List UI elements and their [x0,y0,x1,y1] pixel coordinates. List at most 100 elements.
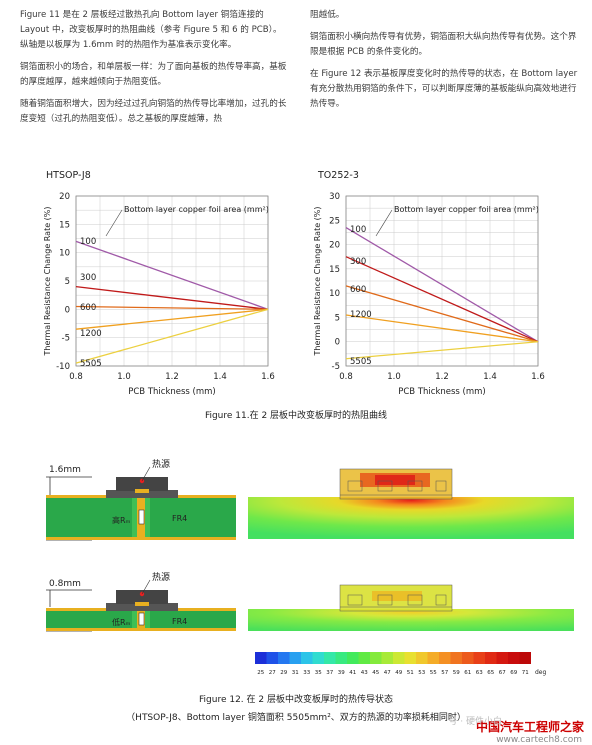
thickness-label-thick: 1.6mm [49,465,81,475]
colorbar-cell [335,652,347,664]
paragraph: 在 Figure 12 表示基板厚度变化时的热传导的状态，在 Bottom la… [310,69,578,109]
colorbar-tick-label: 25 [257,670,264,676]
series-line-5505 [345,341,539,360]
colorbar-cell [439,652,451,664]
colorbar-cell [312,652,324,664]
colorbar-cell [450,652,462,664]
series-label-1200: 1200 [80,329,102,339]
y-tick-label: 15 [329,265,340,275]
paragraph: 铜箔面积小的场合，和单层板一样：为了面向基板的热传导率高，基板的厚度越厚，越来越… [20,62,287,87]
colorbar-tick-label: 27 [269,670,276,676]
colorbar-cell [370,652,382,664]
series-line-100 [345,227,539,343]
series-line-600 [345,285,539,343]
colorbar-cell [519,652,531,664]
colorbar-tick-label: 43 [361,670,368,676]
colorbar-cell [289,652,301,664]
thermal-sim-thin [248,584,574,631]
series-line-1200 [345,314,539,343]
colorbar-cell [301,652,313,664]
figure-11-caption: Figure 11.在 2 层板中改变板厚时的热阻曲线 [204,411,388,421]
paragraph: 随着铜箔面积增大，因为经过过孔向铜箔的热传导比率增加，过孔的长度变短（过孔的热阻… [20,99,287,124]
y-tick-label: 10 [59,249,70,259]
colorbar-tick-label: 47 [384,670,391,676]
y-tick-label: 10 [329,289,340,299]
series-line-100 [75,240,269,310]
board-thin [46,579,236,632]
thermal-diagram: 1.6mm 热源 高Rₘ FR4 0.8mm 热源 低Rₘ FR4 [46,458,574,632]
chart-title-to252: TO252-3 [318,170,359,181]
paragraph: Figure 11 是在 2 层板经过散热孔向 Bottom layer 铜箔连… [20,10,282,50]
y-tick-label: 5 [335,313,340,323]
y-axis-label: Thermal Resistance Change Rate (%) [313,206,322,356]
colorbar-tick-label: 33 [303,670,310,676]
legend-title: Bottom layer copper foil area (mm²) [394,205,539,214]
y-tick-label: 25 [329,216,340,226]
watermark-overlay: 号 · 硬件小白 [448,717,502,727]
colorbar-tick-label: 35 [315,670,322,676]
chart-title-htsop: HTSOP-J8 [46,170,91,181]
thickness-label-thin: 0.8mm [49,579,81,589]
x-tick-label: 1.4 [483,372,497,382]
colorbar-tick-label: 63 [476,670,483,676]
colorbar-tick-label: 39 [338,670,345,676]
low-resistance-label: 低Rₘ [112,617,131,627]
y-tick-label: -5 [332,362,340,372]
paragraph: 铜箔面积小横向热传导有优势，铜箔面积大纵向热传导有优势。这个界限是根据 PCB … [310,32,577,57]
x-tick-label: 0.8 [339,372,353,382]
chart-to252: 30 25 20 15 10 5 0 -50.8 1.2 1.6 1.0 1.4 PCB Thickne… [313,192,545,397]
colorbar-cell [393,652,405,664]
colorbar-tick-label: 71 [522,670,529,676]
x-axis-label: PCB Thickness (mm) [398,387,486,397]
colorbar-cell [473,652,485,664]
plot-frame [345,195,539,367]
legend-pointer [105,209,123,237]
colorbar-tick-label: 61 [464,670,471,676]
legend-title: Bottom layer copper foil area (mm²) [124,205,269,214]
x-tick-label: 1.4 [213,372,227,382]
y-tick-label: 0 [335,338,340,348]
series-line-300 [75,286,269,310]
colorbar-unit: deg [535,669,547,676]
chart-htsop: 20 15 10 5 0 -5 -100.8 1.2 1.6 1.0 1.4 PCB Thicknes… [43,192,275,397]
colorbar-cell [266,652,278,664]
x-tick-label: 1.2 [165,372,179,382]
board-thick [46,466,236,541]
colorbar-cell [278,652,290,664]
series-line-1200 [75,308,269,330]
y-tick-label: 5 [65,277,70,287]
x-tick-label: 1.6 [261,372,275,382]
thermal-sim-thick [248,468,574,539]
series-line-600 [75,305,269,310]
colorbar-tick-label: 57 [441,670,448,676]
colorbar-tick-label: 55 [430,670,437,676]
y-tick-label: 15 [59,220,70,230]
colorbar-cell [427,652,439,664]
colorbar-tick-label: 53 [418,670,425,676]
colorbar-tick-label: 37 [326,670,333,676]
colorbar-cell [381,652,393,664]
colorbar-cell [496,652,508,664]
x-tick-label: 1.6 [531,372,545,382]
figure-12-caption: Figure 12. 在 2 层板中改变板厚时的热传导状态 [199,695,393,705]
series-label-100: 100 [350,225,366,235]
heat-source-label: 热源 [152,458,170,470]
high-resistance-label: 高Rₘ [112,515,131,525]
series-label-100: 100 [80,237,96,247]
colorbar-tick-label: 59 [453,670,460,676]
fr4-label: FR4 [172,617,187,626]
colorbar-cell [358,652,370,664]
series-label-1200: 1200 [350,310,372,320]
series-label-600: 600 [80,303,96,313]
x-axis-label: PCB Thickness (mm) [128,387,216,397]
x-tick-label: 0.8 [69,372,83,382]
paragraph: 阻越低。 [310,10,345,20]
series-line-5505 [75,308,269,364]
colorbar-cell [462,652,474,664]
colorbar-cell [347,652,359,664]
y-tick-label: -10 [56,362,70,372]
watermark-logo: 中国汽车工程师之家 [475,720,584,734]
heat-source-label: 热源 [152,571,170,583]
x-tick-label: 1.0 [387,372,401,382]
figure-12-subcaption: （HTSOP-J8、Bottom layer 铜箔面积 5505mm²、双方的热… [126,713,466,723]
